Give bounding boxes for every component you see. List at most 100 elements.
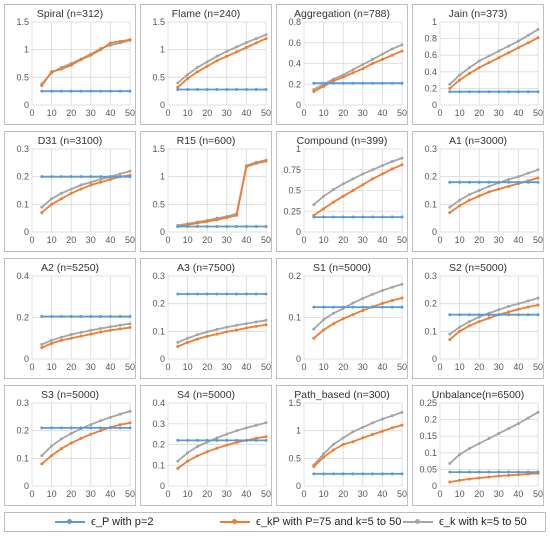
x-tick-label: 50 [397, 362, 407, 372]
data-point-ep [448, 313, 452, 317]
data-point-ep [244, 224, 248, 228]
x-tick-label: 20 [474, 362, 484, 372]
data-point-ekp [118, 327, 122, 331]
x-tick-label: 30 [222, 362, 232, 372]
data-point-ek [516, 302, 520, 306]
data-point-ek [215, 327, 219, 331]
data-point-ekp [244, 45, 248, 49]
y-tick-label: 0 [24, 227, 29, 237]
data-point-ep [536, 90, 540, 94]
data-point-ek [477, 315, 481, 319]
y-tick-label: 0.2 [424, 299, 437, 309]
data-point-ep [99, 426, 103, 430]
data-point-ek [176, 340, 180, 344]
data-point-ekp [69, 191, 73, 195]
data-point-ep [341, 81, 345, 85]
data-point-ep [487, 90, 491, 94]
data-point-ek [371, 421, 375, 425]
x-tick-label: 40 [241, 108, 251, 118]
data-point-ek [244, 322, 248, 326]
x-tick-label: 40 [377, 235, 387, 245]
data-point-ek [99, 419, 103, 423]
data-point-ekp [195, 70, 199, 74]
data-point-ep [536, 180, 540, 184]
data-point-ekp [40, 462, 44, 466]
data-point-ekp [526, 305, 530, 309]
data-point-ep [215, 88, 219, 92]
data-point-ekp [351, 189, 355, 192]
data-point-ep [108, 426, 112, 430]
chart-panel-2: Flame (n=240) 0 0.5 1 1.5 0 10 20 30 40 50 [140, 4, 272, 125]
data-point-ep [99, 89, 103, 93]
series-line-ek [41, 170, 131, 208]
data-point-ep [312, 81, 316, 85]
chart-panel-1: Spiral (n=312) 0 0.5 1 1.5 0 10 20 30 40 50 [4, 4, 136, 125]
data-point-ep [176, 224, 180, 228]
data-point-ep [497, 90, 501, 94]
data-point-ep [205, 88, 209, 92]
chart-panel-15: Path_based (n=300) 0 0.5 1 1.5 0 10 20 30 40 50 [276, 385, 408, 506]
x-tick-label: 10 [183, 235, 193, 245]
data-point-ep [50, 175, 54, 179]
y-tick-label: 0.3 [152, 419, 165, 429]
data-point-ek [467, 66, 471, 70]
data-point-ep [79, 314, 83, 318]
data-point-ep [477, 470, 481, 474]
data-point-ep [59, 89, 63, 93]
data-point-ep [341, 305, 345, 309]
data-point-ep [477, 180, 481, 184]
y-tick-label: 0.8 [288, 17, 301, 27]
data-point-ek [467, 193, 471, 197]
data-point-ekp [99, 48, 103, 52]
data-point-ep [400, 215, 404, 219]
data-point-ek [128, 322, 132, 326]
data-point-ekp [458, 329, 462, 333]
legend-marker-ek [415, 519, 420, 524]
data-point-ep [536, 470, 540, 474]
data-point-ekp [380, 172, 384, 176]
data-point-ep [380, 472, 384, 476]
data-point-ek [477, 59, 481, 63]
chart-panel-14: S4 (n=5000) 0 0.1 0.2 0.3 0.4 0 10 20 30 40 50 [140, 385, 272, 506]
data-point-ep [264, 224, 268, 228]
data-point-ekp [215, 332, 219, 336]
chart-panel-6: R15 (n=600) 0 0.5 1 1.5 0 10 20 30 40 50 [140, 131, 272, 252]
data-point-ekp [79, 334, 83, 338]
data-point-ek [331, 188, 335, 192]
data-point-ekp [487, 190, 491, 194]
data-point-ekp [128, 38, 132, 42]
data-point-ep [467, 90, 471, 94]
data-point-ep [99, 175, 103, 179]
data-point-ek [89, 180, 93, 184]
x-tick-label: 0 [29, 362, 34, 372]
data-point-ekp [380, 301, 384, 305]
data-point-ekp [40, 211, 44, 215]
data-point-ep [50, 89, 54, 93]
data-point-ek [205, 60, 209, 64]
chart-title: S2 (n=5000) [449, 262, 507, 274]
data-point-ep [108, 89, 112, 93]
x-tick-label: 40 [513, 108, 523, 118]
data-point-ekp [99, 180, 103, 184]
x-tick-label: 50 [397, 108, 407, 118]
x-tick-label: 0 [29, 235, 34, 245]
data-point-ep [361, 472, 365, 476]
data-point-ek [390, 414, 394, 418]
data-point-ekp [516, 473, 520, 477]
data-point-ek [341, 182, 345, 186]
data-point-ek [235, 45, 239, 49]
y-tick-label: 0 [432, 354, 437, 364]
data-point-ek [477, 189, 481, 192]
data-point-ep [205, 438, 209, 442]
y-tick-label: 0.1 [16, 453, 29, 463]
data-point-ekp [69, 63, 73, 67]
data-point-ek [195, 445, 199, 449]
data-point-ep [487, 470, 491, 474]
data-point-ekp [371, 62, 375, 65]
data-point-ekp [351, 313, 355, 317]
data-point-ep [108, 175, 112, 179]
x-tick-label: 10 [319, 108, 329, 118]
data-point-ep [341, 472, 345, 476]
data-point-ekp [225, 54, 229, 58]
